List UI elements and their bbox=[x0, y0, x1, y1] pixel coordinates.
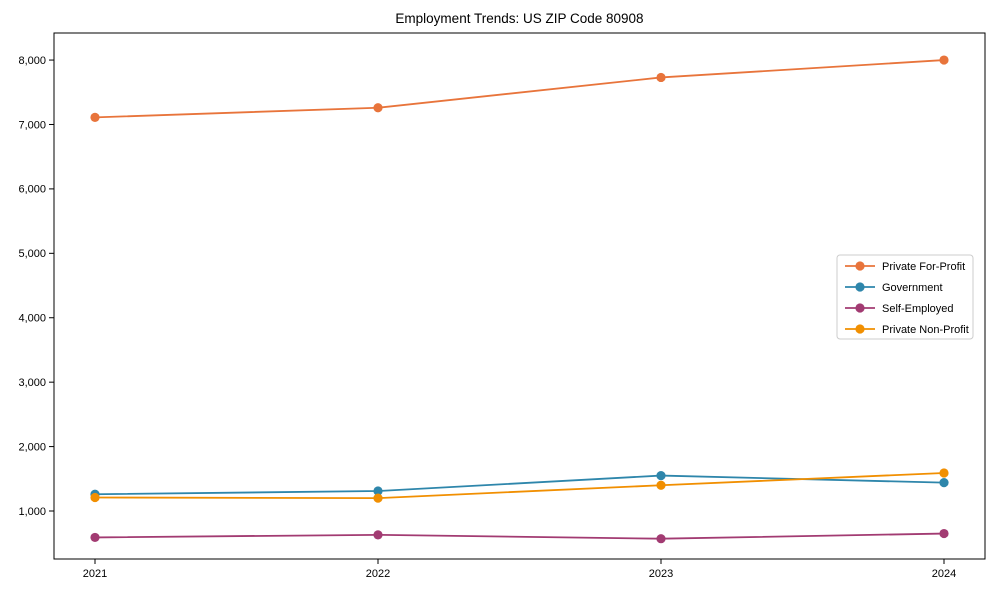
data-point-government bbox=[656, 470, 666, 481]
data-point-government bbox=[373, 486, 383, 496]
legend-marker bbox=[855, 324, 865, 334]
series-line-private-for-profit bbox=[94, 59, 945, 119]
series-line-private-non-profit bbox=[94, 472, 945, 500]
data-point-private-non-profit bbox=[90, 492, 100, 503]
series-self-employed bbox=[90, 528, 949, 544]
y-tick-label: 7,000 bbox=[18, 119, 46, 131]
data-point-private-for-profit bbox=[939, 55, 949, 65]
series-line-self-employed bbox=[94, 532, 945, 540]
legend: Private For-Profit Government Self-Employe… bbox=[836, 254, 974, 340]
y-tick-label: 6,000 bbox=[18, 184, 46, 196]
data-point-government bbox=[939, 478, 949, 488]
legend-entry-self-employed: Self-Employed bbox=[845, 303, 954, 315]
x-tick-label: 2023 bbox=[649, 568, 673, 580]
y-tick-label: 2,000 bbox=[18, 441, 46, 453]
legend-box bbox=[836, 254, 974, 340]
legend-entry-private-for-profit: Private For-Profit bbox=[845, 261, 965, 273]
data-point-self-employed bbox=[373, 530, 383, 540]
legend-label: Private Non-Profit bbox=[882, 324, 969, 336]
chart-title: Employment Trends: US ZIP Code 80908 bbox=[395, 11, 644, 26]
legend-label: Self-Employed bbox=[882, 303, 954, 315]
data-point-private-for-profit bbox=[373, 103, 383, 113]
legend-label: Private For-Profit bbox=[882, 261, 965, 273]
legend-marker bbox=[855, 303, 865, 313]
data-point-private-non-profit bbox=[656, 480, 666, 490]
data-point-self-employed bbox=[939, 528, 949, 539]
x-tick-label: 2024 bbox=[932, 568, 956, 580]
legend-entry-private-non-profit: Private Non-Profit bbox=[845, 324, 969, 336]
plot-border bbox=[53, 32, 986, 560]
series-government bbox=[90, 470, 949, 499]
legend-marker bbox=[855, 282, 865, 292]
data-point-private-non-profit bbox=[373, 493, 383, 503]
data-point-self-employed bbox=[90, 532, 100, 543]
legend-entry-government: Government bbox=[845, 282, 943, 294]
legend-label: Government bbox=[882, 282, 943, 294]
y-tick-label: 4,000 bbox=[18, 313, 46, 325]
x-tick-label: 2021 bbox=[83, 568, 107, 580]
data-point-private-for-profit bbox=[656, 72, 666, 83]
legend-marker bbox=[855, 261, 865, 271]
data-point-private-for-profit bbox=[90, 112, 100, 122]
y-tick-label: 3,000 bbox=[18, 377, 46, 389]
y-tick-label: 1,000 bbox=[18, 506, 46, 518]
y-tick-label: 5,000 bbox=[18, 248, 46, 260]
data-point-private-non-profit bbox=[939, 468, 949, 478]
data-point-self-employed bbox=[656, 534, 666, 544]
x-tick-label: 2022 bbox=[366, 568, 390, 580]
series-private-for-profit bbox=[90, 55, 949, 122]
series-private-non-profit bbox=[90, 468, 949, 503]
y-tick-label: 8,000 bbox=[18, 55, 46, 67]
